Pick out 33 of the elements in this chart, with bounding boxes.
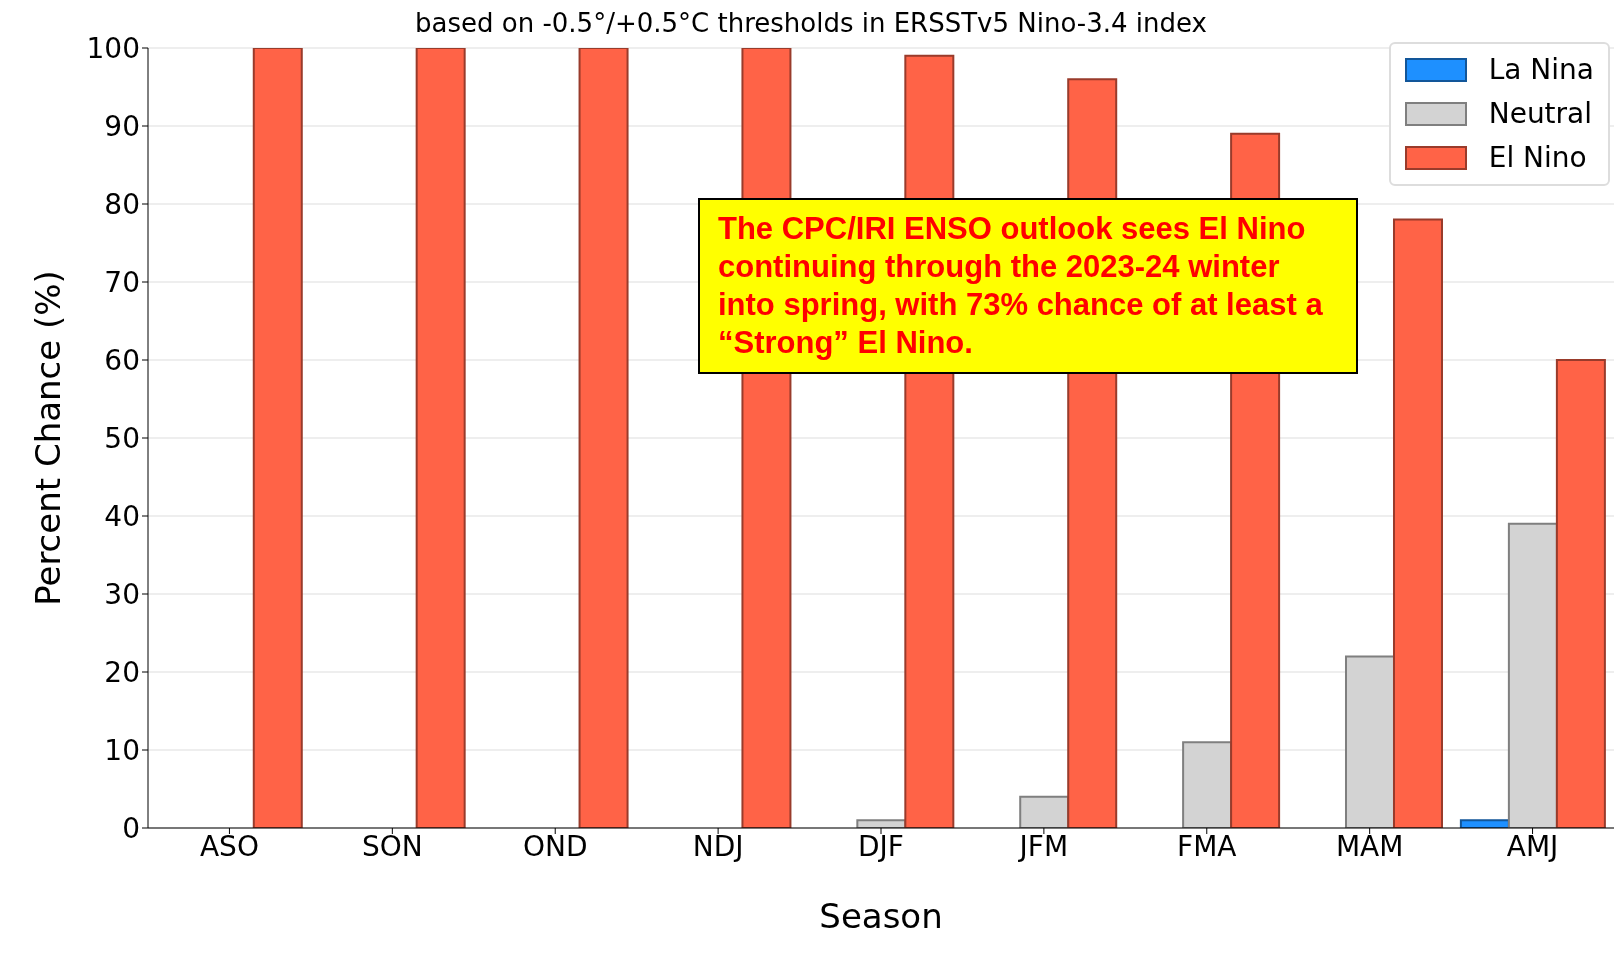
bar [415, 48, 466, 828]
bar [1393, 218, 1443, 828]
y-tick-label: 30 [104, 577, 140, 611]
x-tick-label: MAM [1335, 829, 1404, 863]
bar [252, 48, 303, 828]
y-tick-label: 20 [104, 655, 140, 689]
x-tick-label: DJF [858, 829, 904, 863]
x-tick-label: SON [361, 829, 423, 863]
x-tick-label: ASO [199, 829, 259, 863]
annotation: The CPC/IRI ENSO outlook sees El Nino continuing through the 2023-24 winter into spring, with 73% chance of at least a “Strong” El Nino. [698, 198, 1358, 374]
y-tick-label: 70 [104, 265, 140, 299]
x-tick-label: FMA [1177, 829, 1237, 863]
y-tick-label: 100 [86, 31, 140, 65]
legend-label: La Nina [1488, 52, 1594, 88]
legend-label: El Nino [1488, 140, 1587, 176]
y-tick-label: 0 [122, 811, 140, 845]
x-tick-label: AMJ [1506, 829, 1559, 863]
y-axis-title: Percent Chance (%) [28, 270, 69, 606]
y-tick-label: 40 [104, 499, 140, 533]
x-tick-label: JFM [1017, 829, 1069, 863]
y-tick-label: 90 [104, 109, 140, 143]
bar [1555, 359, 1606, 828]
y-tick-label: 10 [104, 733, 140, 767]
x-tick-label: NDJ [692, 829, 744, 863]
chart-subtitle: based on -0.5°/+0.5°C thresholds in ERSSTv5 Nino-3.4 index [415, 8, 1207, 38]
x-axis-title: Season [819, 896, 943, 936]
y-tick-label: 60 [104, 343, 140, 377]
y-tick-label: 50 [104, 421, 140, 455]
legend-label: Neutral [1488, 96, 1593, 132]
y-tick-label: 80 [104, 187, 140, 221]
bar [578, 48, 629, 828]
x-tick-label: OND [522, 829, 588, 863]
bar [1019, 795, 1070, 828]
